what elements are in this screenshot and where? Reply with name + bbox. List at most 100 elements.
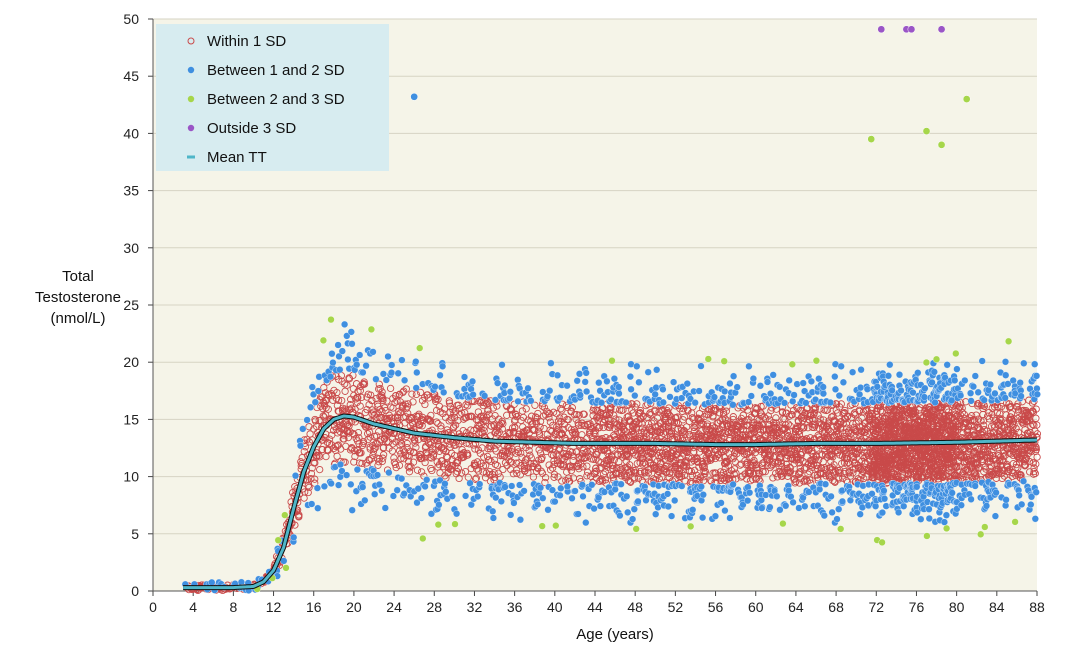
point-within-1sd <box>558 406 566 414</box>
point-within-1sd <box>729 420 737 428</box>
point-within-1sd <box>546 466 555 474</box>
point-between-1-and-2-sd <box>417 494 426 502</box>
x-tick-label: 40 <box>547 599 563 615</box>
point-between-1-and-2-sd <box>476 480 484 488</box>
point-between-1-and-2-sd <box>369 348 377 356</box>
y-tick-label: 25 <box>123 297 139 313</box>
point-within-1sd <box>592 467 600 475</box>
point-within-1sd <box>678 469 686 477</box>
point-within-1sd <box>761 468 769 476</box>
point-within-1sd <box>374 461 382 469</box>
point-within-1sd <box>418 422 426 430</box>
point-within-1sd <box>795 430 804 439</box>
point-between-1-and-2-sd <box>398 356 406 364</box>
point-between-1-and-2-sd <box>413 368 421 377</box>
point-between-1-and-2-sd <box>461 492 470 500</box>
point-within-1sd <box>658 473 666 481</box>
point-within-1sd <box>541 478 549 487</box>
point-within-1sd <box>303 435 311 444</box>
point-within-1sd <box>512 459 521 467</box>
point-within-1sd <box>760 413 768 421</box>
point-within-1sd <box>740 450 748 458</box>
point-within-1sd <box>588 425 596 433</box>
point-between-1-and-2-sd <box>431 383 439 391</box>
point-within-1sd <box>557 461 565 469</box>
point-within-1sd <box>790 475 798 483</box>
point-between-1-and-2-sd <box>501 483 509 491</box>
point-within-1sd <box>379 451 388 459</box>
point-within-1sd <box>545 409 554 418</box>
x-tick-label: 32 <box>467 599 483 615</box>
y-tick-label: 30 <box>123 240 139 256</box>
point-between-1-and-2-sd <box>547 359 555 367</box>
point-within-1sd <box>325 391 333 399</box>
point-within-1sd <box>681 430 689 439</box>
point-between-1-and-2-sd <box>468 377 477 386</box>
point-between-1-and-2-sd <box>574 510 582 518</box>
point-within-1sd <box>791 479 799 487</box>
point-within-1sd <box>601 476 610 484</box>
point-between-1-and-2-sd <box>469 391 477 399</box>
point-within-1sd <box>625 461 634 469</box>
point-within-1sd <box>575 465 583 473</box>
point-within-1sd <box>521 428 529 436</box>
point-within-1sd <box>518 453 526 462</box>
point-between-1-and-2-sd <box>631 391 639 400</box>
point-between-1-and-2-sd <box>634 497 642 506</box>
point-between-1-and-2-sd <box>348 506 356 514</box>
point-within-1sd <box>321 411 330 419</box>
point-within-1sd <box>305 423 313 431</box>
point-between-1-and-2-sd <box>334 481 343 489</box>
point-within-1sd <box>367 455 375 463</box>
point-within-1sd <box>359 437 368 446</box>
x-tick-label: 72 <box>868 599 884 615</box>
point-between-1-and-2-sd <box>296 442 305 450</box>
point-between-1-and-2-sd <box>527 397 535 405</box>
point-within-1sd <box>604 449 612 457</box>
point-within-1sd <box>786 422 794 430</box>
point-within-1sd <box>814 431 822 440</box>
point-within-1sd <box>730 465 739 473</box>
point-between-1-and-2-sd <box>371 490 379 498</box>
x-tick-label: 4 <box>189 599 197 615</box>
point-between-1-and-2-sd <box>489 507 497 515</box>
point-between-1-and-2-sd <box>508 482 516 490</box>
point-between-1-and-2-sd <box>311 398 319 406</box>
point-within-1sd <box>498 425 506 433</box>
point-within-1sd <box>473 424 481 433</box>
point-within-1sd <box>575 411 583 419</box>
point-between-1-and-2-sd <box>630 505 638 513</box>
point-within-1sd <box>766 416 774 424</box>
point-within-1sd <box>666 412 675 420</box>
point-between-1-and-2-sd <box>441 480 449 488</box>
point-within-1sd <box>554 417 563 425</box>
point-within-1sd <box>680 471 689 480</box>
y-tick-label: 40 <box>123 125 139 141</box>
point-between-1-and-2-sd <box>397 474 406 483</box>
point-within-1sd <box>459 450 467 458</box>
point-within-1sd <box>401 451 410 459</box>
x-tick-label: 8 <box>229 599 237 615</box>
point-within-1sd <box>610 456 618 464</box>
point-between-1-and-2-sd <box>448 492 456 500</box>
point-between-1-and-2-sd <box>596 502 605 510</box>
point-between-1-and-2-sd <box>423 476 431 484</box>
point-within-1sd <box>311 417 320 425</box>
point-within-1sd <box>474 467 483 475</box>
point-within-1sd <box>430 450 438 458</box>
point-within-1sd <box>759 468 767 476</box>
point-within-1sd <box>670 419 679 427</box>
point-within-1sd <box>512 466 521 474</box>
point-between-1-and-2-sd <box>361 496 369 505</box>
point-within-1sd <box>680 413 689 421</box>
point-within-1sd <box>320 383 328 392</box>
point-between-1-and-2-sd <box>626 372 635 381</box>
point-within-1sd <box>752 475 760 483</box>
point-between-1-and-2-sd <box>340 320 349 329</box>
point-within-1sd <box>613 464 621 473</box>
point-within-1sd <box>816 469 824 477</box>
point-between-1-and-2-sd <box>617 480 625 488</box>
point-between-1-and-2-sd <box>308 500 316 508</box>
point-within-1sd <box>680 427 689 435</box>
point-within-1sd <box>351 452 359 461</box>
